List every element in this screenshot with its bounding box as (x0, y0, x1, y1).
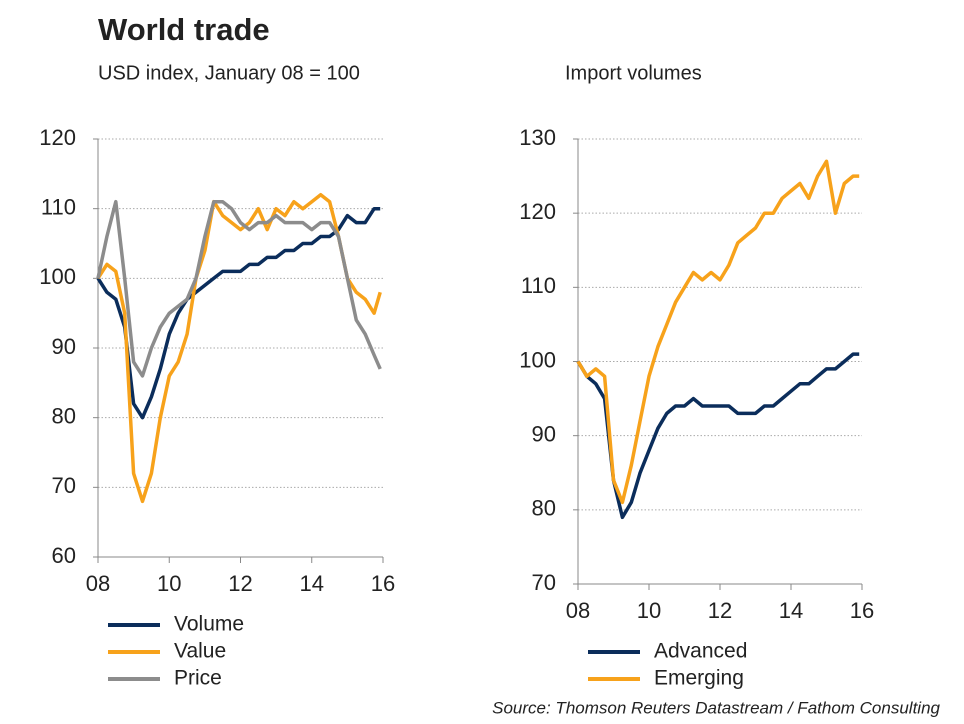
x-tick-label: 08 (566, 598, 590, 623)
chart-subtitle: Import volumes (565, 62, 702, 84)
y-tick-label: 90 (532, 421, 556, 446)
chart-subtitle: USD index, January 08 = 100 (98, 62, 360, 84)
y-tick-label: 80 (532, 496, 556, 521)
x-tick-label: 10 (157, 571, 181, 596)
x-tick-label: 12 (708, 598, 732, 623)
y-tick-label: 100 (519, 347, 556, 372)
legend-label: Price (174, 667, 222, 690)
x-tick-label: 12 (228, 571, 252, 596)
x-tick-label: 08 (86, 571, 110, 596)
chart-title: World trade (98, 12, 270, 47)
y-tick-label: 110 (521, 273, 556, 298)
y-tick-label: 120 (519, 199, 556, 224)
y-tick-label: 70 (532, 570, 556, 595)
y-tick-label: 110 (41, 194, 76, 219)
series-line (96, 199, 382, 378)
legend-label: Emerging (654, 667, 744, 690)
legend-label: Advanced (654, 640, 747, 663)
y-tick-label: 100 (39, 264, 76, 289)
legend-label: Volume (174, 613, 244, 636)
y-tick-label: 70 (52, 473, 76, 498)
source: Source: Thomson Reuters Datastream / Fat… (492, 698, 940, 717)
y-tick-label: 120 (39, 125, 76, 150)
y-tick-label: 130 (519, 125, 556, 150)
x-tick-label: 10 (637, 598, 661, 623)
series-line (96, 192, 382, 504)
x-tick-label: 16 (371, 571, 395, 596)
y-tick-label: 60 (52, 543, 76, 568)
x-tick-label: 14 (300, 571, 324, 596)
y-tick-label: 90 (52, 334, 76, 359)
series-line (576, 159, 860, 505)
series-line (576, 352, 860, 520)
x-tick-label: 16 (850, 598, 874, 623)
y-tick-label: 80 (52, 403, 76, 428)
x-tick-label: 14 (779, 598, 803, 623)
legend-label: Value (174, 640, 226, 663)
